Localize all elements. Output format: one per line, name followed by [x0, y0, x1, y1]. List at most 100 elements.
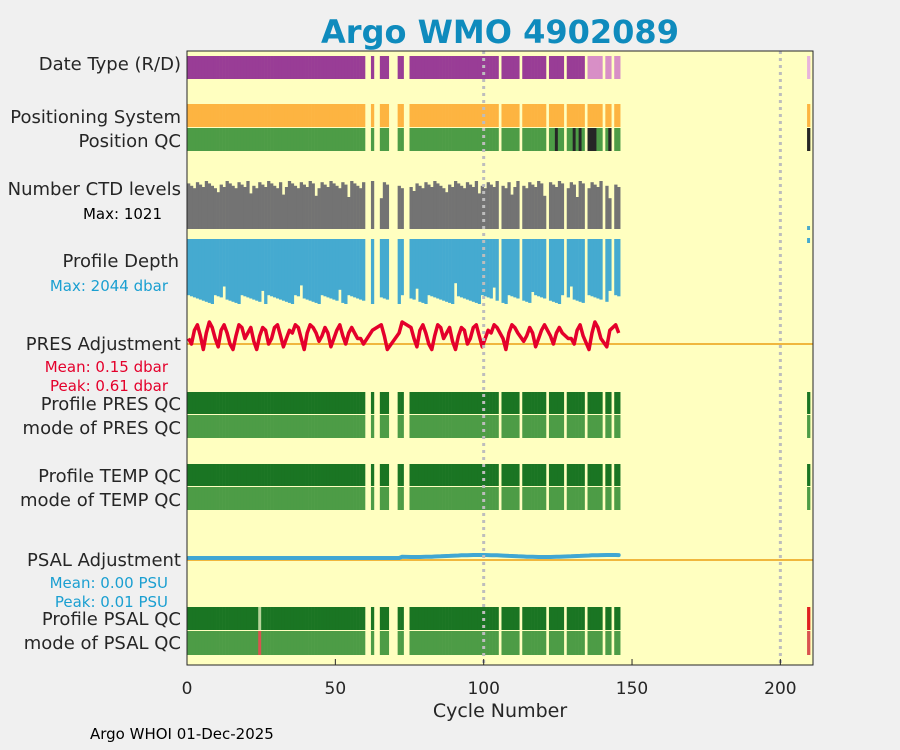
- positioning-bar: [537, 104, 541, 127]
- positioning-bar: [507, 104, 511, 127]
- date-type-bar: [234, 56, 238, 79]
- mode-pres-qc-bar: [255, 415, 259, 438]
- date-type-bar: [192, 56, 197, 79]
- date-type-bar: [436, 56, 440, 79]
- psal-mean-label: Mean: 0.00 PSU: [50, 574, 168, 592]
- profile-depth-bar: [448, 239, 452, 303]
- mode-pres-qc-bar: [240, 415, 244, 438]
- profile-depth-bar: [548, 239, 553, 301]
- mode-psal-qc-bar: [187, 631, 191, 655]
- profile-depth-bar: [522, 239, 526, 301]
- mode-temp-qc-bar: [347, 487, 351, 510]
- date-type-bar: [195, 56, 200, 79]
- positioning-bar: [560, 104, 565, 127]
- position-qc-bar: [216, 128, 220, 151]
- mode-temp-qc-bar: [362, 487, 366, 510]
- mode-psal-qc-bar: [362, 631, 366, 655]
- mode-pres-qc-bar: [459, 415, 464, 438]
- ctd-levels-bar: [430, 187, 434, 229]
- mode-psal-qc-bar: [385, 631, 390, 655]
- profile-psal-qc-bar: [320, 607, 324, 630]
- position-qc-bar: [189, 128, 194, 151]
- profile-psal-qc-bar: [350, 607, 354, 630]
- date-type-bar: [590, 56, 594, 79]
- profile-temp-qc-bar: [314, 464, 318, 486]
- profile-depth-bar: [424, 239, 428, 304]
- pres-adjustment-series: [186, 320, 621, 352]
- position-qc-bar: [252, 128, 256, 151]
- date-type-bar: [534, 56, 538, 79]
- mode-psal-qc-bar: [614, 631, 618, 655]
- mode-pres-qc-bar: [326, 415, 330, 438]
- date-type-bar: [281, 56, 286, 79]
- mode-pres-qc-bar: [412, 415, 416, 438]
- date-type-bar: [338, 56, 342, 79]
- profile-depth-bar: [451, 239, 455, 304]
- positioning-bar: [593, 104, 597, 127]
- profile-depth-bar: [308, 239, 312, 301]
- profile-depth-bar: [219, 239, 223, 298]
- profile-depth-bar: [462, 239, 467, 299]
- ctd-levels-bar: [495, 181, 499, 229]
- ctd-levels-bar: [216, 192, 220, 229]
- positioning-bar: [557, 104, 562, 127]
- ctd-levels-bar: [504, 188, 508, 229]
- ctd-levels-bar: [569, 182, 573, 229]
- profile-pres-qc-bar: [267, 392, 271, 414]
- mode-pres-qc-bar: [468, 415, 473, 438]
- positioning-bar: [415, 104, 419, 127]
- profile-depth-bar: [341, 239, 345, 303]
- profile-pres-qc-bar: [442, 392, 446, 414]
- profile-pres-qc-bar: [219, 392, 223, 414]
- positioning-bar: [299, 104, 304, 127]
- date-type-bar: [332, 56, 336, 79]
- profile-depth-bar: [353, 239, 357, 298]
- profile-psal-qc-bar: [264, 607, 268, 630]
- profile-psal-qc-bar: [299, 607, 304, 630]
- profile-pres-qc-bar: [237, 392, 241, 414]
- profile-psal-qc-bar: [471, 607, 476, 630]
- profile-pres-qc-bar: [249, 392, 253, 414]
- profile-pres-qc-bar: [548, 392, 553, 414]
- position-qc-bar: [317, 128, 321, 151]
- mode-pres-qc-bar: [436, 415, 440, 438]
- ctd-levels-bar: [317, 188, 321, 229]
- profile-psal-qc-bar: [596, 607, 600, 630]
- profile-pres-qc-bar: [471, 392, 476, 414]
- mode-temp-qc-bar: [195, 487, 200, 510]
- profile-depth-bar: [459, 239, 464, 298]
- mode-pres-qc-bar: [560, 415, 565, 438]
- profile-temp-qc-bar: [483, 464, 487, 486]
- position-qc-bar: [370, 128, 375, 151]
- mode-pres-qc-bar: [578, 415, 582, 438]
- mode-pres-qc-bar: [513, 415, 517, 438]
- mode-temp-qc-bar: [370, 487, 375, 510]
- profile-pres-qc-bar: [456, 392, 461, 414]
- mode-psal-qc-bar: [421, 631, 425, 655]
- mode-psal-qc-bar: [261, 631, 265, 655]
- mode-temp-qc-bar: [356, 487, 360, 510]
- date-type-bar: [477, 56, 482, 79]
- profile-pres-qc-bar: [353, 392, 357, 414]
- mode-pres-qc-bar: [566, 415, 571, 438]
- mode-temp-qc-bar: [451, 487, 455, 510]
- position-qc-bar: [614, 128, 618, 151]
- ctd-levels-bar: [551, 184, 556, 229]
- mode-temp-qc-bar: [296, 487, 301, 510]
- label-position-qc: Position QC: [78, 131, 181, 152]
- date-type-bar: [335, 56, 339, 79]
- profile-depth-bar: [543, 239, 547, 299]
- date-type-bar: [305, 56, 309, 79]
- profile-depth-bar: [350, 239, 354, 297]
- ctd-levels-bar: [370, 181, 375, 229]
- profile-psal-qc-bar: [587, 607, 591, 630]
- ctd-levels-bar: [605, 185, 609, 229]
- ctd-levels-bar: [385, 184, 390, 229]
- profile-temp-qc-bar: [409, 464, 413, 486]
- profile-psal-qc-bar: [305, 607, 309, 630]
- positioning-bar: [486, 104, 490, 127]
- profile-depth-bar: [270, 239, 274, 297]
- date-type-bar: [249, 56, 253, 79]
- ctd-levels-bar: [397, 185, 401, 229]
- ctd-levels-bar: [543, 195, 547, 229]
